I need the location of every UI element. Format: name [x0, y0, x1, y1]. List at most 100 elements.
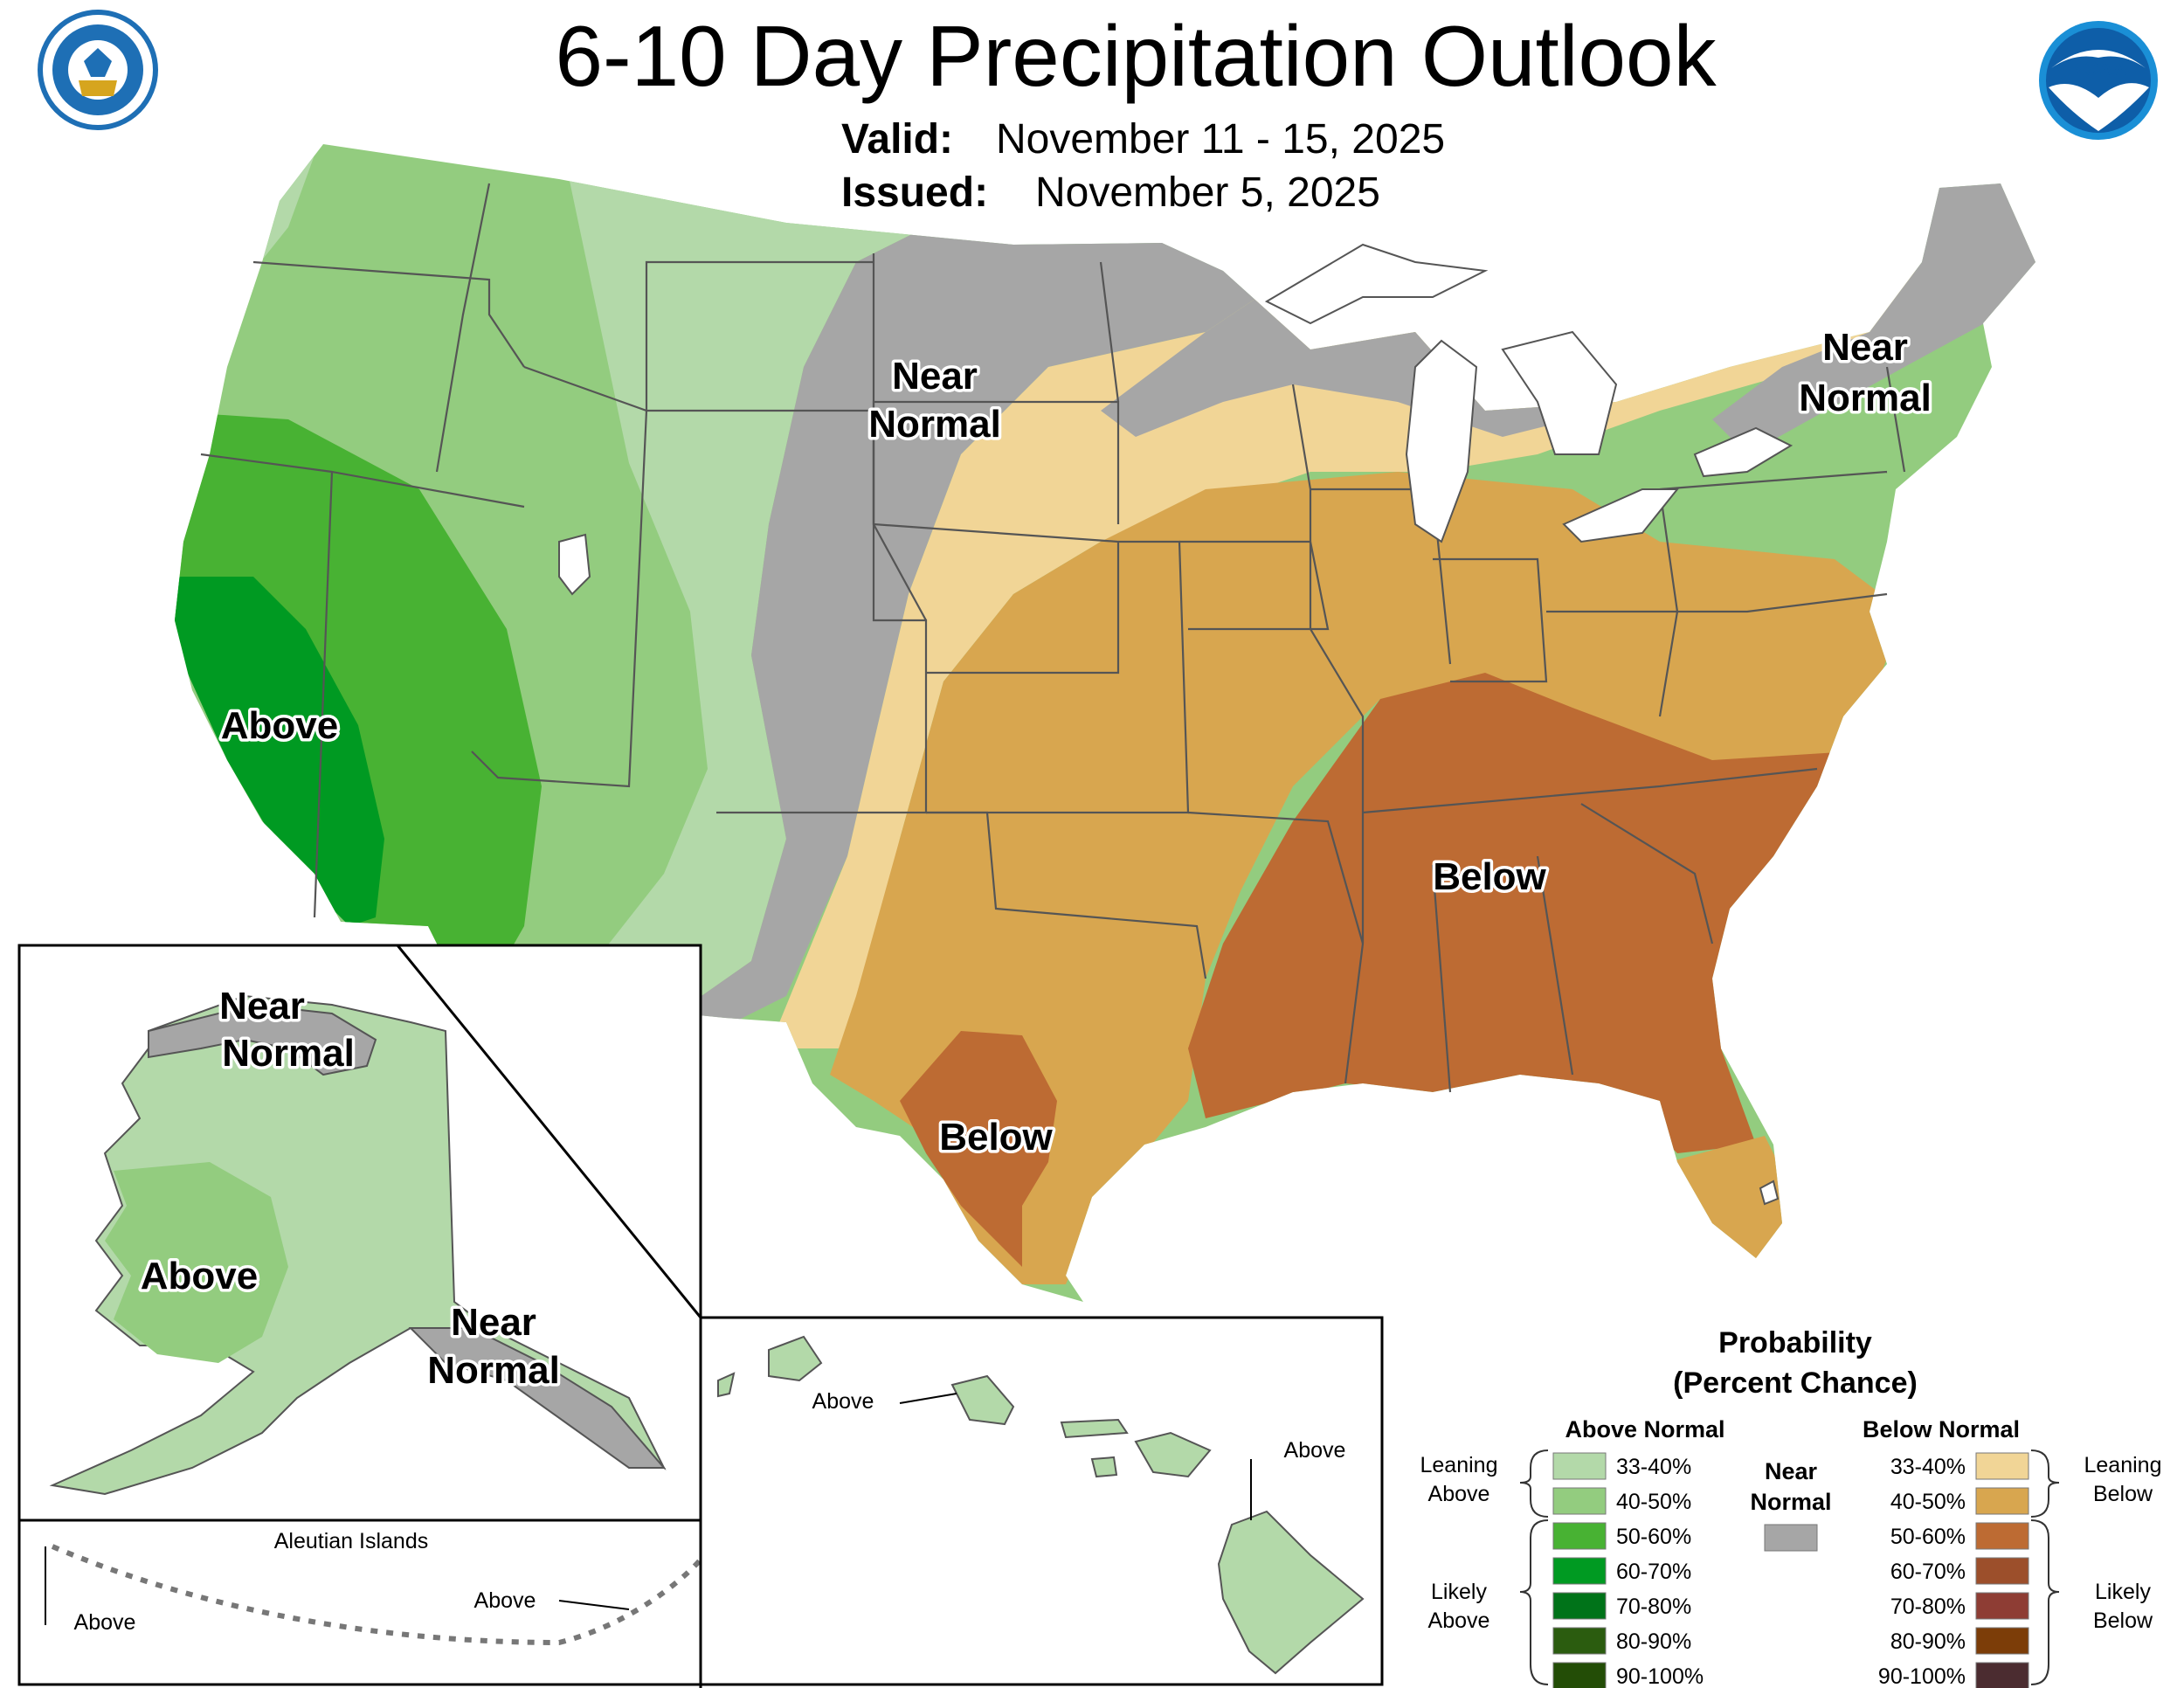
legend-below-header: Below Normal	[1863, 1416, 2020, 1442]
hawaii-label-above-oahu: Above	[812, 1389, 874, 1414]
legend: Probability (Percent Chance) Above Norma…	[1420, 1326, 2162, 1688]
ak-label-near-se-2: Normal	[427, 1349, 560, 1392]
below-label-6: 90-100%	[1878, 1664, 1966, 1688]
below-swatch-2	[1975, 1522, 2029, 1550]
label-below-texas: Below	[939, 1116, 1053, 1159]
alaska-shape	[49, 994, 667, 1496]
label-near-plains-1: Near	[892, 355, 978, 398]
below-label-5: 80-90%	[1890, 1629, 1966, 1654]
label-near-plains-2: Normal	[868, 403, 1001, 446]
above-swatch-4	[1552, 1592, 1607, 1620]
above-swatch-3	[1552, 1557, 1607, 1585]
below-label-1: 40-50%	[1890, 1490, 1966, 1514]
hawaii-inset: Above Above	[699, 1316, 1384, 1686]
great-salt-lake	[558, 533, 591, 596]
legend-near-swatch	[1764, 1524, 1818, 1552]
below-label-2: 50-60%	[1890, 1525, 1966, 1549]
page-title: 6-10 Day Precipitation Outlook	[555, 8, 1717, 104]
aleutian-inset: Aleutian Islands Above Above	[17, 1519, 703, 1686]
lake-okeechobee	[1759, 1180, 1780, 1206]
below-swatch-1	[1975, 1487, 2029, 1515]
legend-leaning-below-1: Leaning	[2084, 1453, 2162, 1477]
label-near-ne-1: Near	[1822, 326, 1908, 369]
below-swatch-4	[1975, 1592, 2029, 1620]
above-label-4: 70-80%	[1616, 1595, 1691, 1619]
ak-label-above: Above	[141, 1255, 258, 1297]
above-swatch-0	[1552, 1452, 1607, 1480]
hawaii-label-above-big-island: Above	[1284, 1438, 1346, 1463]
hawaii-pointer-oahu	[899, 1393, 957, 1404]
aleutian-islands-chain	[51, 1544, 703, 1646]
hawaii-molokai	[1060, 1418, 1129, 1439]
svg-text:NOAA: NOAA	[2070, 58, 2127, 80]
legend-above-swatches: 33-40% 40-50% 50-60% 60-70% 70-80% 80-90% 90-1…	[1552, 1452, 1704, 1688]
zone-50-60-below-texas	[900, 1031, 1057, 1267]
above-swatch-1	[1552, 1487, 1607, 1515]
below-swatch-6	[1975, 1662, 2029, 1688]
zone-near-normal-northeast	[1712, 144, 2035, 454]
above-swatch-6	[1552, 1662, 1607, 1688]
below-swatch-3	[1975, 1557, 2029, 1585]
legend-near-1: Near	[1765, 1458, 1818, 1484]
legend-likely-above-1: Likely	[1431, 1580, 1487, 1604]
hawaii-big-island	[1217, 1510, 1365, 1675]
hawaii-lanai	[1090, 1456, 1118, 1478]
ak-label-near-se-1: Near	[451, 1301, 536, 1344]
legend-bracket-likely-below	[2030, 1519, 2060, 1685]
ak-label-near-north-2: Normal	[222, 1032, 355, 1075]
zone-40-50-below-central	[830, 472, 1904, 1284]
above-label-2: 50-60%	[1616, 1525, 1691, 1549]
below-label-3: 60-70%	[1890, 1560, 1966, 1584]
legend-bracket-leaning-below	[2030, 1449, 2060, 1518]
legend-leaning-above-1: Leaning	[1420, 1453, 1498, 1477]
hawaii-oahu	[950, 1374, 1015, 1426]
legend-below-swatches: 33-40% 40-50% 50-60% 60-70% 70-80% 80-90% 90-1…	[1878, 1452, 2029, 1688]
alaska-zone-near-southeast	[408, 1327, 667, 1469]
zone-50-60-above-west	[175, 411, 542, 987]
above-label-0: 33-40%	[1616, 1455, 1691, 1479]
aleutian-label-above-right: Above	[474, 1588, 536, 1613]
issued-label: Issued:	[841, 169, 988, 216]
zone-leaning-above-interior	[559, 144, 1013, 1048]
legend-leaning-below-2: Below	[2093, 1482, 2153, 1506]
alaska-inset: Near Normal Above Near Normal	[17, 944, 702, 1688]
hawaii-maui	[1134, 1431, 1212, 1478]
valid-value: November 11 - 15, 2025	[996, 116, 1445, 163]
hawaii-kauai	[768, 1335, 823, 1382]
below-label-0: 33-40%	[1890, 1455, 1966, 1479]
legend-leaning-above-2: Above	[1428, 1482, 1490, 1506]
above-label-1: 40-50%	[1616, 1490, 1691, 1514]
legend-likely-above-2: Above	[1428, 1608, 1490, 1633]
zone-florida-40-50	[1669, 1136, 1800, 1258]
aleutian-inset-frame	[17, 1519, 702, 1686]
aleutian-pointer-right	[558, 1600, 630, 1610]
legend-likely-below-1: Likely	[2095, 1580, 2151, 1604]
noaa-logo: NOAA	[2039, 21, 2158, 140]
aleutian-label-above-left: Above	[74, 1610, 136, 1635]
below-swatch-5	[1975, 1627, 2029, 1655]
legend-likely-below-2: Below	[2093, 1608, 2153, 1633]
aleutian-title: Aleutian Islands	[274, 1529, 429, 1553]
zone-near-normal-plains	[664, 144, 1310, 1031]
legend-title-2: (Percent Chance)	[1673, 1366, 1918, 1400]
state-boundaries	[200, 183, 1906, 1093]
above-label-3: 60-70%	[1616, 1560, 1691, 1584]
ak-label-near-north-1: Near	[219, 985, 305, 1027]
hawaii-niihau	[717, 1372, 736, 1398]
below-label-4: 70-80%	[1890, 1595, 1966, 1619]
alaska-zone-above	[105, 1162, 288, 1363]
above-label-5: 80-90%	[1616, 1629, 1691, 1654]
label-below-southeast: Below	[1433, 855, 1546, 898]
legend-near-2: Normal	[1750, 1489, 1831, 1515]
above-swatch-5	[1552, 1627, 1607, 1655]
label-above-west: Above	[221, 704, 338, 747]
label-near-ne-2: Normal	[1799, 377, 1932, 419]
legend-above-header: Above Normal	[1565, 1416, 1724, 1442]
legend-title-1: Probability	[1718, 1326, 1872, 1359]
above-label-6: 90-100%	[1616, 1664, 1704, 1688]
zone-60-70-above-california	[175, 577, 384, 926]
great-lakes	[1264, 243, 1794, 543]
department-of-commerce-seal	[38, 10, 158, 130]
below-swatch-0	[1975, 1452, 2029, 1480]
